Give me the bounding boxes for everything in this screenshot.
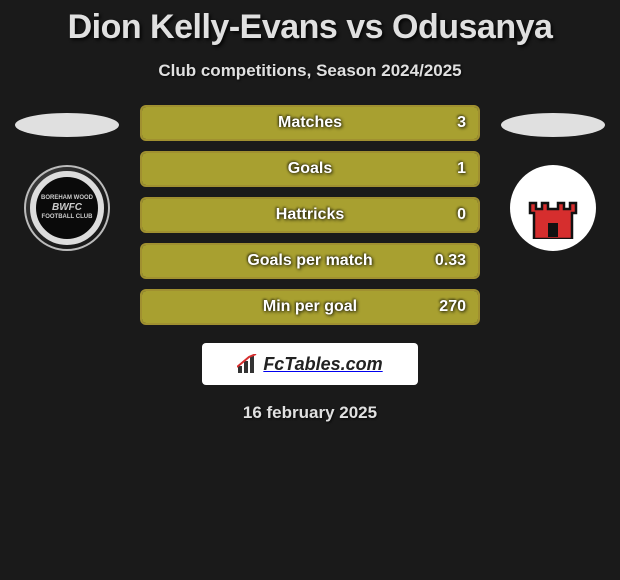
stat-bar: Goals 1	[140, 151, 480, 187]
fctables-link[interactable]: FcTables.com	[202, 343, 418, 385]
stat-label: Goals	[288, 160, 332, 178]
stat-label: Hattricks	[276, 206, 344, 224]
left-oval	[15, 113, 119, 137]
main-row: BOREHAM WOOD BWFC FOOTBALL CLUB Matches 3…	[0, 105, 620, 325]
stat-bar: Min per goal 270	[140, 289, 480, 325]
stat-value: 0	[457, 206, 466, 224]
stat-value: 0.33	[435, 252, 466, 270]
stat-value: 3	[457, 114, 466, 132]
right-club-badge	[510, 165, 596, 251]
stat-bar: Matches 3	[140, 105, 480, 141]
tower-icon	[526, 183, 580, 239]
chart-icon	[237, 354, 259, 374]
left-club-badge: BOREHAM WOOD BWFC FOOTBALL CLUB	[24, 165, 110, 251]
stats-column: Matches 3 Goals 1 Hattricks 0 Goals per match 0…	[140, 105, 480, 325]
stat-label: Goals per match	[247, 252, 372, 270]
stat-bar: Goals per match 0.33	[140, 243, 480, 279]
stat-bar: Hattricks 0	[140, 197, 480, 233]
right-col	[500, 105, 606, 251]
stat-value: 270	[439, 298, 466, 316]
stat-label: Min per goal	[263, 298, 357, 316]
date: 16 february 2025	[243, 403, 377, 423]
stat-value: 1	[457, 160, 466, 178]
right-oval	[501, 113, 605, 137]
comparison-card: Dion Kelly-Evans vs Odusanya Club compet…	[0, 0, 620, 423]
subtitle: Club competitions, Season 2024/2025	[158, 61, 461, 81]
page-title: Dion Kelly-Evans vs Odusanya	[68, 8, 553, 47]
left-badge-top: BOREHAM WOOD	[41, 195, 93, 202]
left-badge-center: BWFC	[52, 202, 82, 214]
fctables-text: FcTables.com	[263, 354, 382, 375]
left-badge-bottom: FOOTBALL CLUB	[42, 214, 93, 221]
stat-label: Matches	[278, 114, 342, 132]
left-badge-text: BOREHAM WOOD BWFC FOOTBALL CLUB	[41, 195, 93, 221]
left-col: BOREHAM WOOD BWFC FOOTBALL CLUB	[14, 105, 120, 251]
